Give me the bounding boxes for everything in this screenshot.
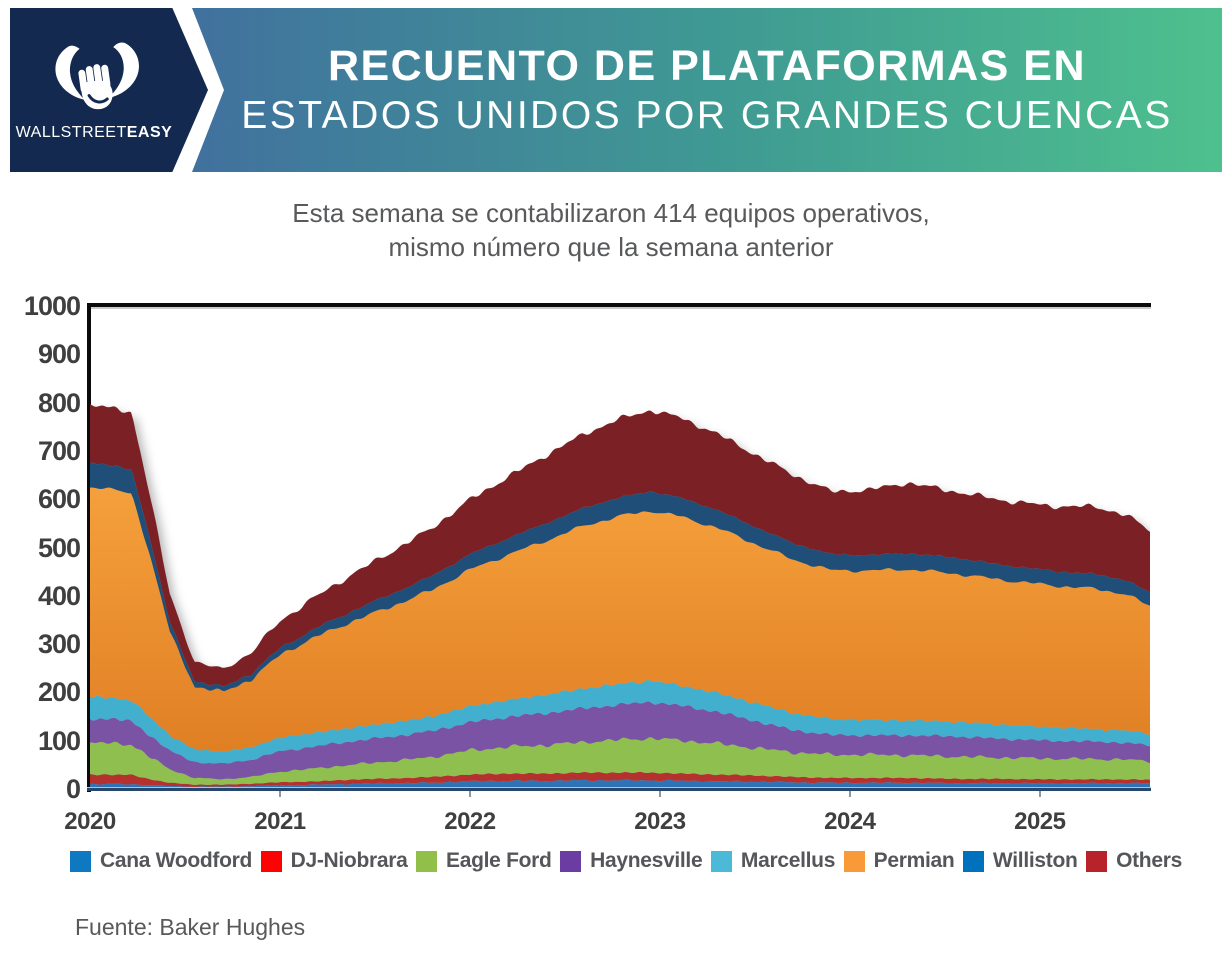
y-tick-label-100: 100 — [37, 725, 81, 756]
legend-label: Haynesville — [590, 849, 703, 872]
rig-count-stacked-area-chart — [90, 306, 1150, 789]
legend-item-eagle-ford: Eagle Ford — [416, 849, 552, 873]
legend-item-williston: Williston — [962, 849, 1078, 873]
x-tick-label-2020: 2020 — [64, 808, 116, 835]
plot-top-border — [87, 303, 1151, 307]
x-tick-mark-2025 — [1038, 791, 1041, 797]
page-title-line1: RECUENTO DE PLATAFORMAS EN — [327, 42, 1087, 90]
area-series-permian — [90, 487, 1150, 752]
legend-swatch-icon — [260, 850, 282, 872]
title-banner: RECUENTO DE PLATAFORMAS EN ESTADOS UNIDO… — [192, 8, 1222, 172]
area-series-williston — [90, 462, 1150, 692]
y-tick-label-300: 300 — [37, 629, 81, 660]
legend-label: Cana Woodford — [100, 849, 253, 872]
area-series-marcellus — [90, 680, 1150, 764]
area-series-others — [90, 404, 1150, 687]
x-tick-mark-2024 — [848, 791, 851, 797]
y-tick-label-200: 200 — [37, 677, 81, 708]
legend-swatch-icon — [416, 850, 438, 872]
legend-label: Eagle Ford — [446, 849, 552, 872]
legend-label: Williston — [992, 849, 1078, 872]
area-series-dj-niobrara — [90, 771, 1150, 787]
y-tick-label-500: 500 — [37, 532, 81, 563]
legend-swatch-icon — [70, 850, 91, 872]
y-tick-label-800: 800 — [37, 387, 81, 418]
legend-swatch-icon — [560, 850, 582, 872]
legend-label: Marcellus — [740, 849, 836, 872]
y-axis-line — [87, 303, 91, 792]
y-tick-label-600: 600 — [37, 484, 81, 515]
chart-subtitle: Esta semana se contabilizaron 414 equipo… — [0, 196, 1222, 264]
area-series-eagle-ford — [90, 737, 1150, 785]
legend-swatch-icon — [843, 850, 865, 872]
legend-item-haynesville: Haynesville — [560, 849, 703, 873]
legend-item-dj-niobrara: DJ-Niobrara — [260, 849, 408, 873]
x-tick-label-2022: 2022 — [444, 808, 496, 835]
y-tick-label-400: 400 — [37, 580, 81, 611]
brand-wordmark: WALLSTREETEASY — [16, 124, 173, 142]
x-tick-label-2021: 2021 — [254, 808, 306, 835]
legend-swatch-icon — [962, 850, 984, 872]
y-tick-label-0: 0 — [65, 774, 81, 804]
chart-subtitle-line1: Esta semana se contabilizaron 414 equipo… — [292, 198, 930, 228]
legend-swatch-icon — [1086, 850, 1108, 872]
y-tick-label-1000: 1000 — [23, 291, 81, 321]
legend-item-permian: Permian — [843, 849, 955, 873]
x-tick-label-2025: 2025 — [1014, 808, 1066, 835]
x-tick-label-2024: 2024 — [824, 808, 876, 835]
chart-subtitle-line2: mismo número que la semana anterior — [388, 232, 834, 262]
bull-fist-logo-icon — [55, 42, 139, 110]
area-series-cana-woodford — [90, 779, 1150, 789]
brand-wordmark-bold: EASY — [126, 124, 173, 141]
y-tick-label-700: 700 — [37, 435, 81, 466]
x-tick-mark-2022 — [468, 791, 471, 797]
header-banner: WALLSTREETEASY RECUENTO DE PLATAFORMAS E… — [0, 8, 1222, 172]
legend-label: Others — [1116, 849, 1182, 872]
brand-wordmark-light: WALLSTREET — [15, 124, 127, 141]
legend-item-others: Others — [1086, 849, 1182, 873]
source-credit: Fuente: Baker Hughes — [75, 914, 306, 940]
chart-legend: Cana Woodford DJ-Niobrara Eagle Ford Haynes… — [70, 846, 1182, 876]
legend-item-marcellus: Marcellus — [710, 849, 836, 873]
x-tick-mark-2021 — [278, 791, 281, 797]
legend-swatch-icon — [710, 850, 732, 872]
legend-label: Permian — [873, 849, 955, 872]
area-series-haynesville — [90, 701, 1150, 780]
legend-label: DJ-Niobrara — [290, 849, 408, 872]
y-tick-label-900: 900 — [37, 339, 81, 370]
brand-box: WALLSTREETEASY — [10, 8, 208, 172]
x-tick-label-2023: 2023 — [634, 808, 686, 835]
x-tick-mark-2023 — [658, 791, 661, 797]
legend-item-cana-woodford: Cana Woodford — [70, 849, 252, 873]
x-axis-line — [87, 788, 1151, 791]
page-title-line2: ESTADOS UNIDOS POR GRANDES CUENCAS — [241, 94, 1173, 137]
